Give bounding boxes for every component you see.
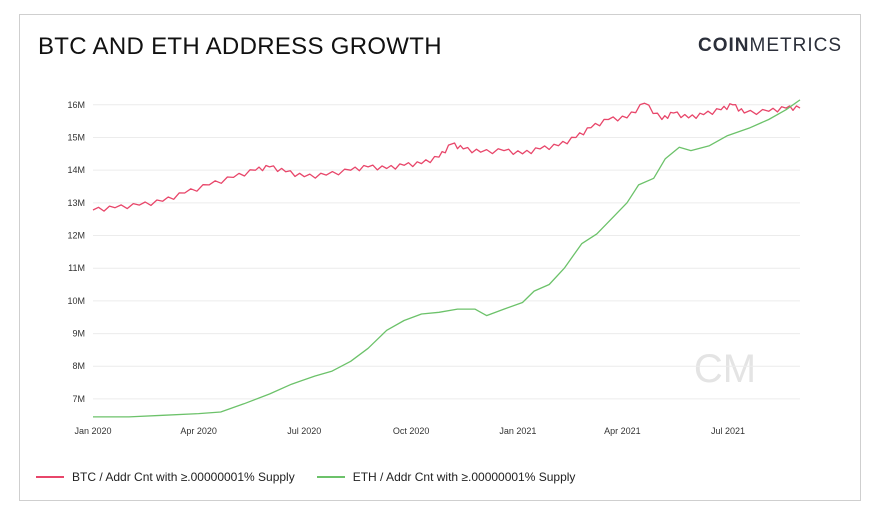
y-tick-label: 15M [67, 132, 85, 142]
chart-title: BTC AND ETH ADDRESS GROWTH [38, 33, 442, 60]
legend-item-eth[interactable]: ETH / Addr Cnt with ≥.00000001% Supply [316, 470, 576, 484]
y-tick-label: 8M [72, 361, 85, 371]
x-tick-label: Apr 2021 [604, 426, 641, 436]
y-tick-label: 12M [67, 231, 85, 241]
y-tick-label: 11M [68, 263, 85, 273]
x-tick-label: Jul 2020 [287, 426, 321, 436]
y-tick-label: 7M [72, 394, 85, 404]
legend-label-btc: BTC / Addr Cnt with ≥.00000001% Supply [72, 470, 295, 484]
y-tick-label: 16M [67, 100, 85, 110]
legend-swatch-btc [36, 476, 64, 478]
brand-bold: COIN [698, 35, 750, 56]
x-tick-label: Apr 2020 [180, 426, 217, 436]
series-line-eth [93, 99, 801, 418]
watermark-logo: CM [694, 347, 756, 391]
series-line-btc [92, 102, 801, 212]
y-tick-label: 9M [72, 329, 85, 339]
y-tick-label: 13M [67, 198, 85, 208]
x-tick-label: Oct 2020 [393, 426, 430, 436]
y-tick-label: 14M [67, 165, 85, 175]
x-tick-label: Jan 2020 [74, 426, 111, 436]
y-tick-label: 10M [67, 296, 85, 306]
brand-logo: COINMETRICS [698, 35, 842, 57]
legend-item-btc[interactable]: BTC / Addr Cnt with ≥.00000001% Supply [36, 470, 295, 484]
x-tick-label: Jan 2021 [499, 426, 536, 436]
brand-light: METRICS [749, 35, 842, 56]
x-tick-label: Jul 2021 [711, 426, 745, 436]
legend-label-eth: ETH / Addr Cnt with ≥.00000001% Supply [352, 470, 576, 484]
legend-swatch-eth [316, 476, 345, 478]
chart-card: BTC AND ETH ADDRESS GROWTH COINMETRICS [19, 14, 861, 501]
legend: BTC / Addr Cnt with ≥.00000001% Supply E… [36, 470, 575, 484]
